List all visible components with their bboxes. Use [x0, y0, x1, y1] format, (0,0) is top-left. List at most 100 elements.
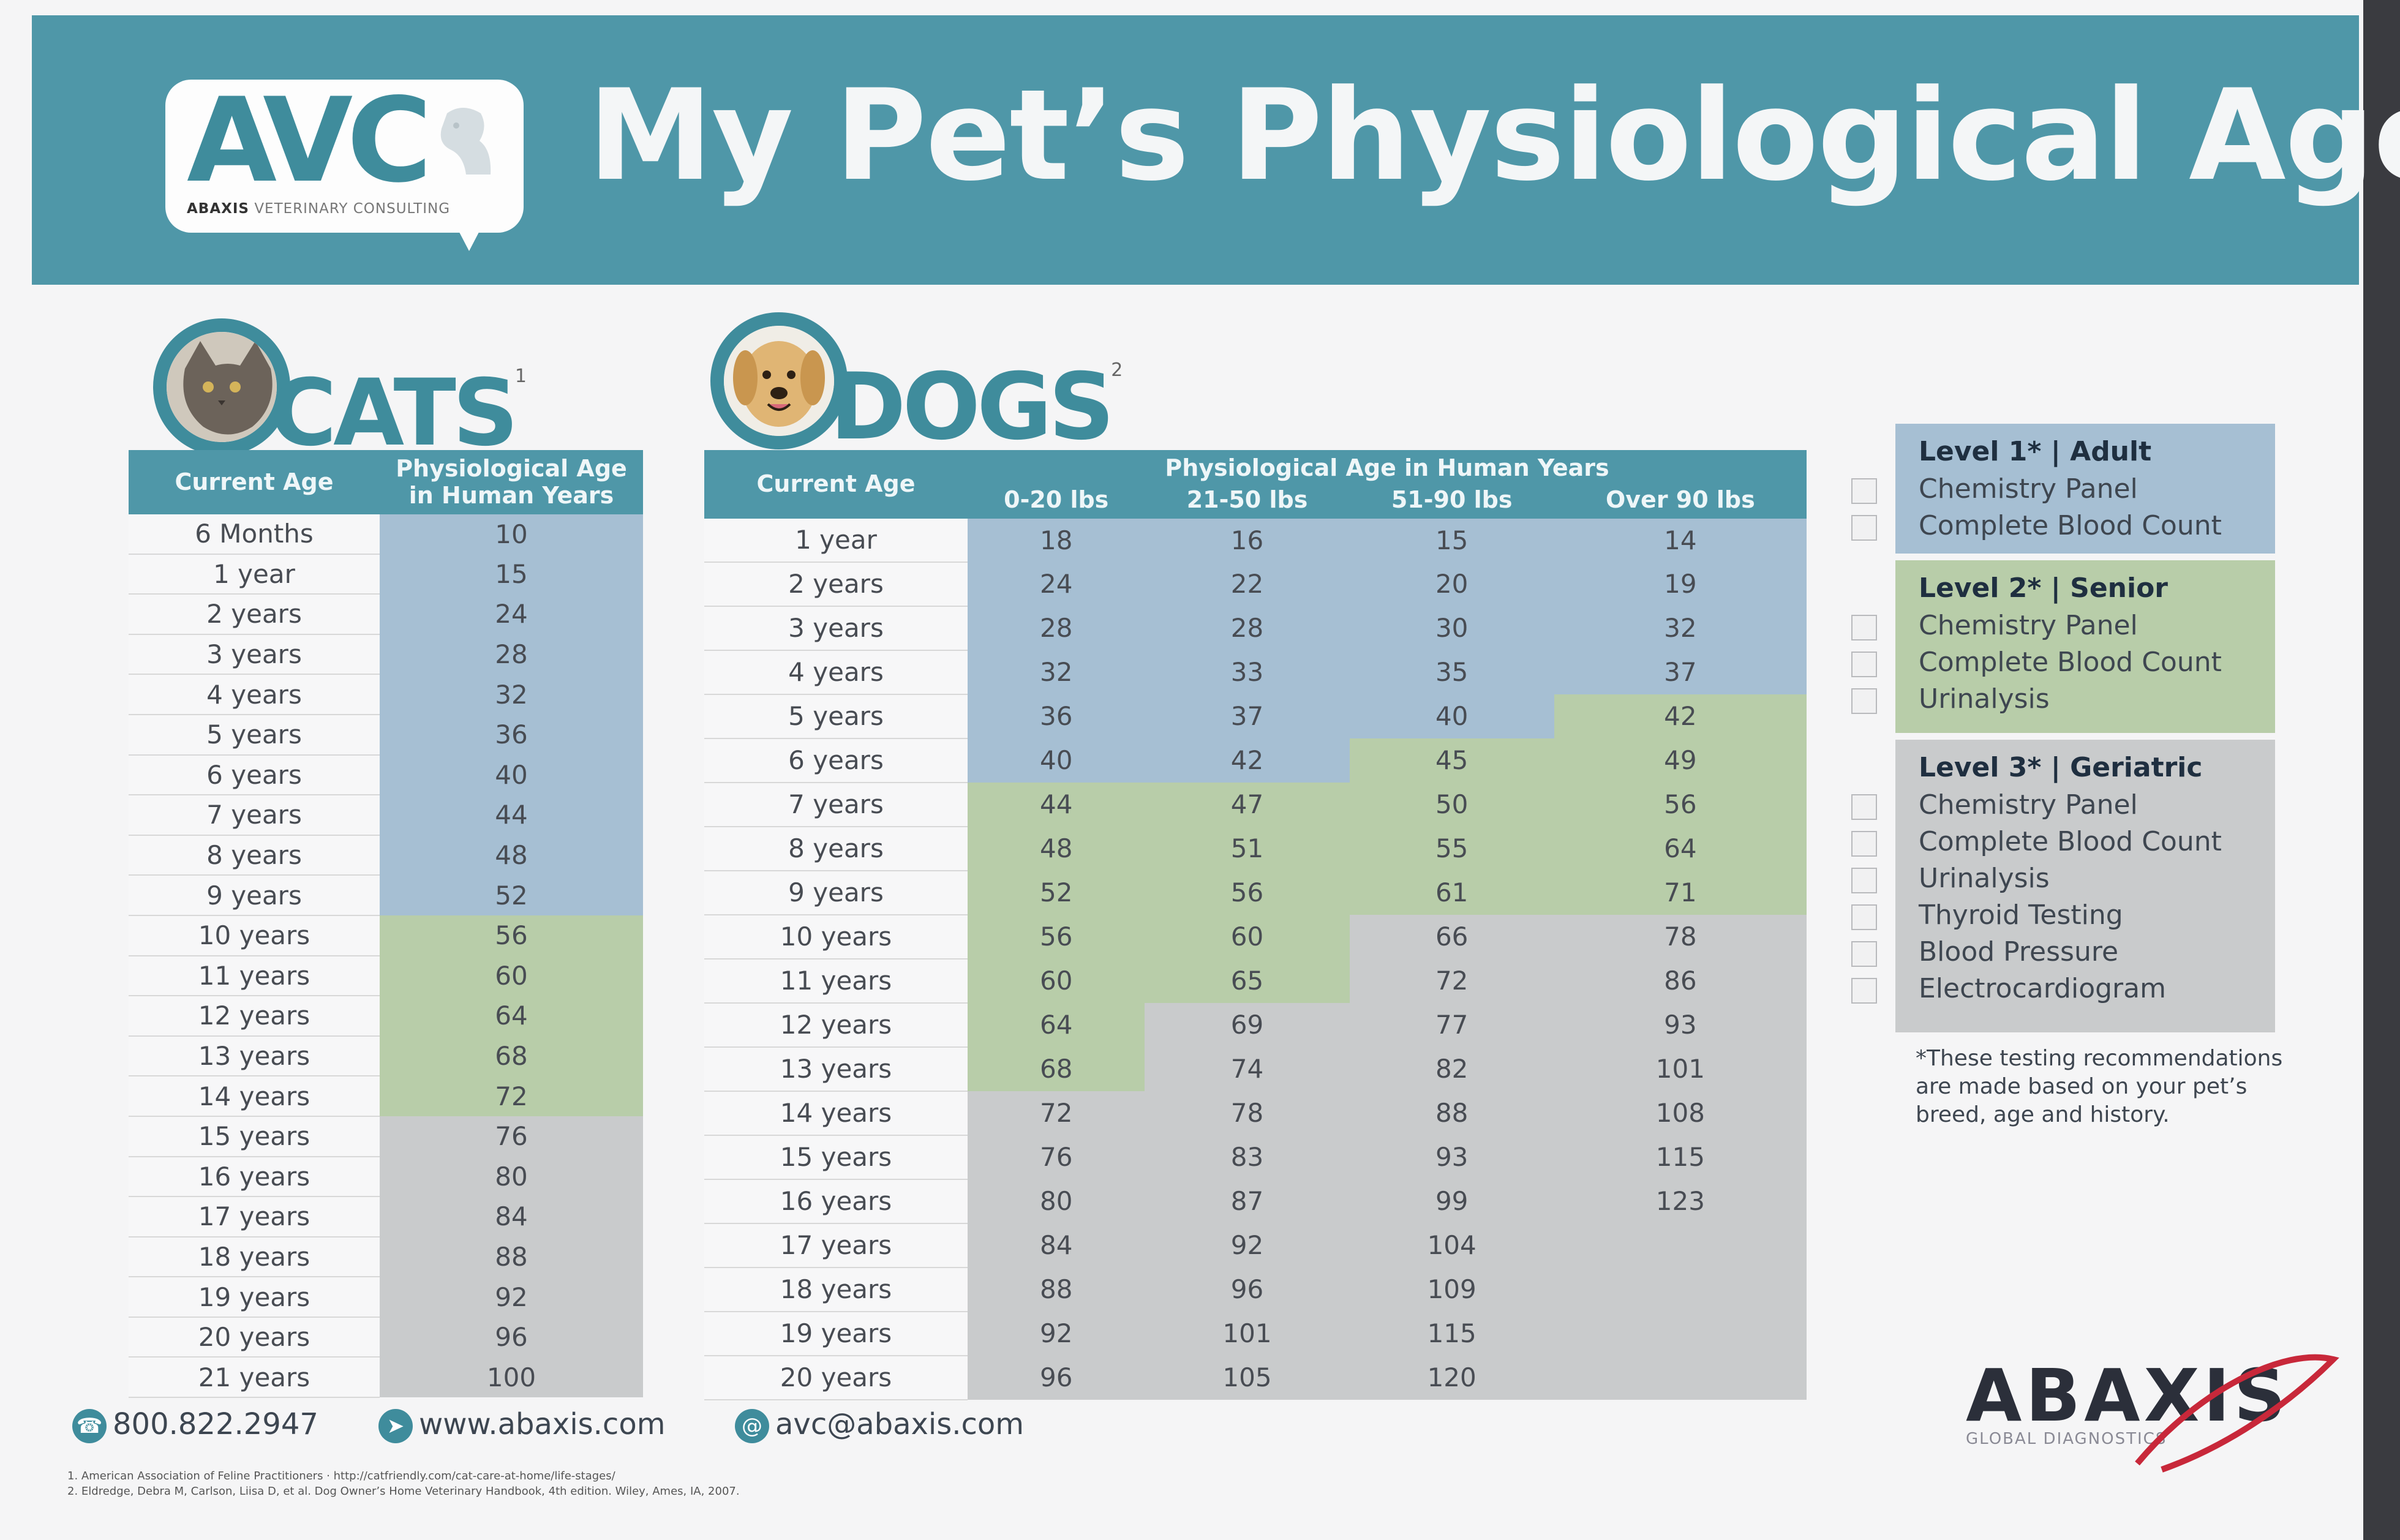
test-label: Complete Blood Count: [1919, 826, 2222, 857]
test-checkbox[interactable]: [1851, 831, 1877, 857]
cats-current-age-cell: 9 years: [129, 875, 380, 916]
dogs-physiological-age-cell: 56: [1145, 870, 1350, 915]
table-edge: [2363, 0, 2400, 1540]
test-item: Urinalysis: [1851, 681, 2275, 718]
test-item: Thyroid Testing: [1851, 897, 2275, 934]
test-item: Complete Blood Count: [1851, 508, 2275, 544]
dogs-current-age-cell: 8 years: [704, 826, 968, 871]
cats-table-header: Current Age Physiological Age in Human Ye…: [129, 450, 643, 514]
cats-table-row: 8 years 48: [129, 835, 643, 876]
dogs-table-row: 15 years 76 83 93 115: [704, 1135, 1807, 1180]
page-title: My Pet’s Physiological Age: [588, 63, 2400, 209]
dogs-physiological-age-cell: 66: [1349, 914, 1554, 959]
dogs-physiological-age-cell: 92: [968, 1311, 1145, 1356]
dogs-current-age-cell: 1 year: [704, 518, 968, 563]
test-checkbox[interactable]: [1851, 868, 1877, 893]
dogs-table-row: 3 years 28 28 30 32: [704, 606, 1807, 651]
cats-table-row: 6 years 40: [129, 754, 643, 796]
cats-table-row: 5 years 36: [129, 714, 643, 756]
cats-current-age-cell: 17 years: [129, 1196, 380, 1238]
dogs-table-row: 5 years 36 37 40 42: [704, 694, 1807, 739]
dogs-physiological-age-cell: 88: [968, 1267, 1145, 1312]
dogs-physiological-age-cell: 37: [1145, 694, 1350, 738]
dogs-physiological-age-cell: 44: [968, 782, 1145, 827]
dogs-physiological-age-cell: 40: [968, 738, 1145, 783]
cats-physiological-age-cell: 32: [380, 674, 643, 715]
dogs-physiological-age-cell: 55: [1349, 826, 1554, 871]
dogs-current-age-cell: 4 years: [704, 650, 968, 695]
dog-photo: [710, 312, 848, 449]
cats-current-age-cell: 11 years: [129, 955, 380, 997]
level-2-panel: Level 2* | Senior Chemistry Panel Complete…: [1851, 560, 2275, 733]
dogs-physiological-age-cell: 123: [1554, 1179, 1807, 1223]
cats-physiological-age-cell: 56: [380, 915, 643, 956]
test-checkbox[interactable]: [1851, 978, 1877, 1004]
email-contact[interactable]: @ avc@abaxis.com: [735, 1407, 1024, 1443]
dogs-physiological-age-cell: 93: [1554, 1002, 1807, 1047]
dogs-current-age-cell: 17 years: [704, 1223, 968, 1268]
test-checkbox[interactable]: [1851, 515, 1877, 541]
test-checkbox[interactable]: [1851, 615, 1877, 640]
cats-physiological-age-cell: 10: [380, 514, 643, 554]
dogs-physiological-age-cell: 108: [1554, 1091, 1807, 1135]
dogs-physiological-age-cell: 20: [1349, 562, 1554, 606]
dogs-physiological-age-cell: 86: [1554, 958, 1807, 1003]
dogs-physiological-age-cell: 96: [968, 1355, 1145, 1400]
cats-physiological-age-cell: 28: [380, 634, 643, 675]
dogs-physiological-age-cell: 109: [1349, 1267, 1554, 1312]
cats-current-age-cell: 20 years: [129, 1317, 380, 1358]
dogs-physiological-age-cell: 104: [1349, 1223, 1554, 1268]
dogs-physiological-age-cell: 42: [1554, 694, 1807, 738]
cats-table-row: 12 years 64: [129, 996, 643, 1037]
dogs-physiological-age-cell: 56: [1554, 782, 1807, 827]
dogs-physiological-age-cell: [1554, 1355, 1807, 1400]
dogs-weight-header-row: 0-20 lbs 21-50 lbs 51-90 lbs Over 90 lbs: [704, 481, 1807, 519]
test-item: Complete Blood Count: [1851, 824, 2275, 860]
dogs-table-row: 7 years 44 47 50 56: [704, 782, 1807, 827]
dogs-table-row: 10 years 56 60 66 78: [704, 914, 1807, 960]
cats-table-row: 13 years 68: [129, 1035, 643, 1077]
dogs-current-age-cell: 12 years: [704, 1002, 968, 1048]
dogs-table-row: 4 years 32 33 35 37: [704, 650, 1807, 695]
cats-current-age-cell: 3 years: [129, 634, 380, 675]
cats-physiological-age-cell: 72: [380, 1076, 643, 1116]
dogs-physiological-age-cell: 61: [1349, 870, 1554, 915]
cats-table-row: 16 years 80: [129, 1156, 643, 1198]
cats-table-row: 6 Months 10: [129, 514, 643, 555]
test-checkbox[interactable]: [1851, 652, 1877, 677]
dogs-physiological-age-cell: 19: [1554, 562, 1807, 606]
cats-table-row: 18 years 88: [129, 1236, 643, 1278]
dogs-col-weight: 51-90 lbs: [1349, 481, 1554, 519]
cats-current-age-cell: 2 years: [129, 594, 380, 635]
web-contact[interactable]: ➤ www.abaxis.com: [378, 1407, 665, 1443]
test-checkbox[interactable]: [1851, 904, 1877, 930]
test-checkbox[interactable]: [1851, 794, 1877, 820]
cats-current-age-cell: 5 years: [129, 714, 380, 756]
test-checkbox[interactable]: [1851, 941, 1877, 967]
cats-table-row: 3 years 28: [129, 634, 643, 675]
cats-col-current-age: Current Age: [129, 450, 380, 514]
dogs-current-age-cell: 20 years: [704, 1355, 968, 1400]
cats-table-row: 7 years 44: [129, 795, 643, 836]
abaxis-swoosh-icon: [2135, 1354, 2339, 1473]
dogs-table-row: 12 years 64 69 77 93: [704, 1002, 1807, 1048]
dogs-physiological-age-cell: 64: [1554, 826, 1807, 871]
dogs-table-row: 20 years 96 105 120: [704, 1355, 1807, 1400]
dogs-table-row: 16 years 80 87 99 123: [704, 1179, 1807, 1224]
test-checkbox[interactable]: [1851, 688, 1877, 714]
cats-physiological-age-cell: 60: [380, 955, 643, 996]
dogs-current-age-cell: 10 years: [704, 914, 968, 960]
test-label: Complete Blood Count: [1919, 647, 2222, 678]
cats-current-age-cell: 15 years: [129, 1116, 380, 1157]
dogs-physiological-age-cell: 72: [968, 1091, 1145, 1135]
level-title: Level 1* | Adult: [1919, 436, 2152, 467]
dogs-physiological-age-cell: 16: [1145, 518, 1350, 562]
dogs-physiological-age-cell: 56: [968, 914, 1145, 959]
dogs-physiological-age-cell: 18: [968, 518, 1145, 562]
cats-table-row: 11 years 60: [129, 955, 643, 997]
dogs-physiological-age-cell: 28: [968, 606, 1145, 650]
dogs-physiological-age-cell: 76: [968, 1135, 1145, 1179]
dogs-physiological-age-cell: [1554, 1267, 1807, 1312]
phone-contact: ☎ 800.822.2947: [72, 1407, 318, 1443]
test-checkbox[interactable]: [1851, 478, 1877, 504]
